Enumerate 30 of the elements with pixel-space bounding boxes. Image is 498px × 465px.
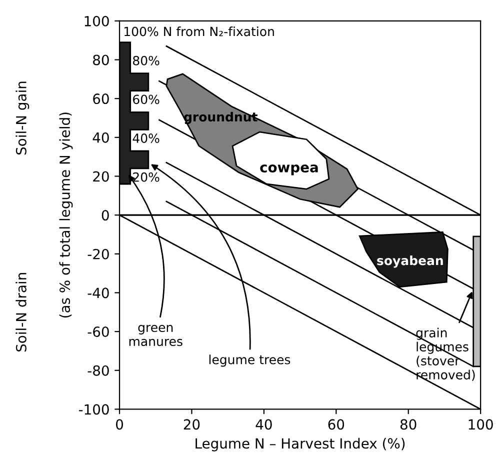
annotation: green manures [129, 324, 182, 346]
annotation: 60% [133, 94, 160, 104]
y-tick-label: 60 [93, 94, 109, 104]
annotation: 80% [133, 56, 160, 66]
annotation: 20% [133, 172, 160, 182]
x-tick-label: 60 [328, 419, 344, 430]
annotation: 40% [132, 134, 160, 143]
y-tick-label: -100 [78, 404, 109, 415]
annotation: soyabean [377, 256, 443, 268]
annotation: 100% N from N₂-fixation [124, 26, 274, 36]
text: Soil-N drain [16, 273, 26, 352]
annotation: cowpea [260, 164, 318, 176]
x-tick-label: 100 [468, 419, 493, 430]
x-axis-title: Legume N – Harvest Index (%) [196, 438, 405, 452]
y-tick-label: 40 [92, 132, 109, 143]
y-tick-label: -80 [88, 365, 109, 376]
y-tick-label: -60 [88, 326, 109, 338]
x-tick-label: 20 [184, 419, 200, 430]
y-tick-label: -40 [88, 288, 109, 298]
x-tick-label: 80 [400, 419, 416, 430]
x-tick-label: 0 [116, 419, 124, 430]
x-tick-label: 40 [256, 419, 272, 430]
y-axis-title: (as % of total legume N yield) [59, 112, 73, 318]
text: Soil-N gain [16, 82, 30, 154]
annotation: legume trees [209, 354, 290, 367]
y-tick-label: 0 [102, 210, 109, 221]
y-tick-label: 80 [93, 54, 109, 66]
y-tick-label: 20 [93, 171, 109, 182]
y-tick-label: -20 [88, 248, 109, 260]
y-tick-label: 100 [84, 16, 109, 26]
